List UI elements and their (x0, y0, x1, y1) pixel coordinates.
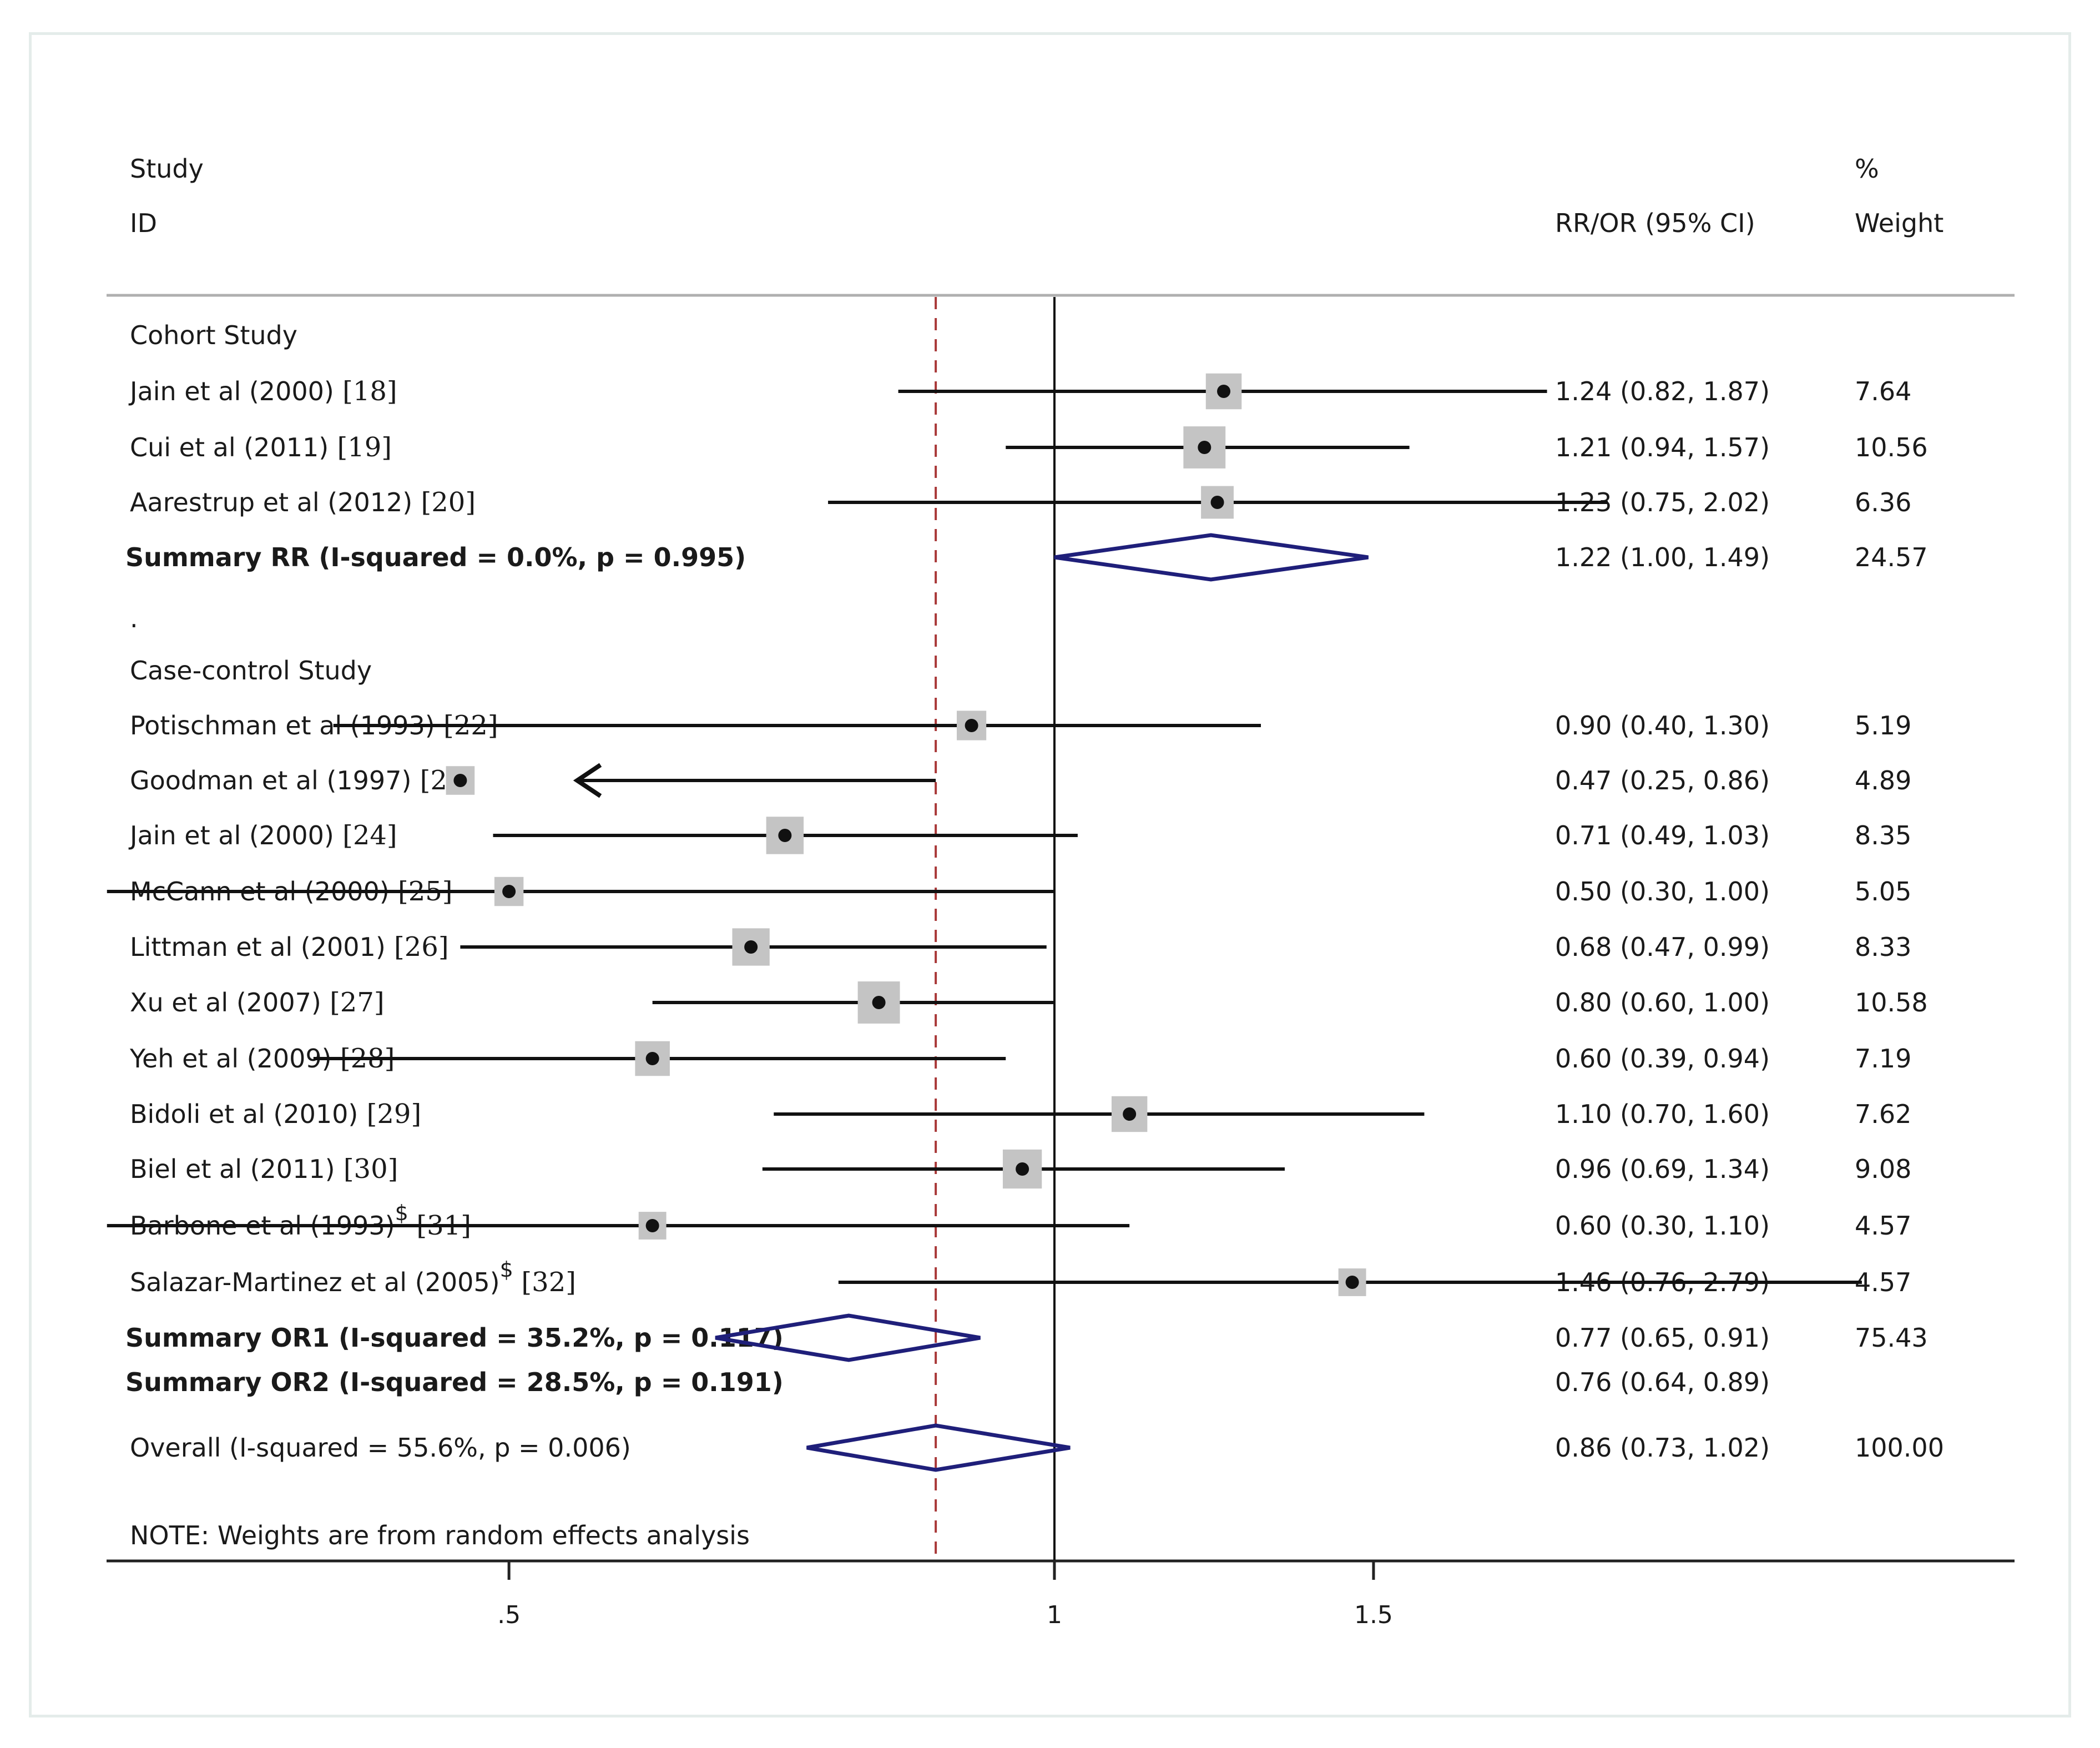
point-estimate (645, 1219, 659, 1232)
study-label: Barbone et al (1993)$ [31] (130, 1201, 471, 1241)
point-estimate (645, 1052, 659, 1065)
figure-frame (29, 32, 2071, 1717)
estimate-ci-text: 0.71 (0.49, 1.03) (1555, 820, 1770, 850)
summary-label: Summary OR1 (I-squared = 35.2%, p = 0.11… (125, 1323, 784, 1353)
estimate-ci-text: 0.76 (0.64, 0.89) (1555, 1367, 1770, 1397)
estimate-ci-text: 1.22 (1.00, 1.49) (1555, 542, 1770, 572)
overall-label: Overall (I-squared = 55.6%, p = 0.006) (130, 1433, 631, 1463)
x-tick-label: .5 (497, 1601, 521, 1629)
point-estimate (965, 719, 978, 732)
header-estimate: RR/OR (95% CI) (1555, 208, 1755, 238)
study-label: Goodman et al (1997) [23] (130, 765, 474, 796)
weight-text: 7.62 (1855, 1099, 1911, 1129)
weight-text: 7.64 (1855, 376, 1911, 406)
point-estimate (744, 940, 758, 954)
point-estimate (1217, 385, 1231, 398)
summary-diamond (715, 1313, 981, 1362)
estimate-ci-text: 1.10 (0.70, 1.60) (1555, 1099, 1770, 1129)
study-label: Aarestrup et al (2012) [20] (130, 487, 476, 518)
x-tick-label: 1 (1047, 1601, 1062, 1629)
footnote: NOTE: Weights are from random effects an… (130, 1520, 750, 1550)
weight-text: 4.89 (1855, 765, 1911, 795)
ci-arrow-left (573, 763, 602, 798)
header-percent: % (1855, 154, 1879, 184)
estimate-ci-text: 0.47 (0.25, 0.86) (1555, 765, 1770, 795)
estimate-ci-text: 1.21 (0.94, 1.57) (1555, 432, 1770, 462)
weight-text: 7.19 (1855, 1044, 1911, 1074)
summary-diamond (1054, 533, 1369, 582)
point-estimate (1198, 441, 1211, 454)
estimate-ci-text: 0.50 (0.30, 1.00) (1555, 876, 1770, 906)
point-estimate (1123, 1107, 1137, 1121)
point-estimate (1016, 1162, 1029, 1176)
study-label: Biel et al (2011) [30] (130, 1153, 398, 1185)
group-label: Case-control Study (130, 656, 372, 686)
weight-text: 5.05 (1855, 876, 1911, 906)
estimate-ci-text: 0.86 (0.73, 1.02) (1555, 1433, 1770, 1463)
header-study: Study (130, 154, 204, 184)
study-label: Xu et al (2007) [27] (130, 987, 385, 1018)
point-estimate (1210, 496, 1224, 509)
point-estimate (502, 885, 516, 898)
point-estimate (1345, 1276, 1359, 1289)
summary-label: Summary RR (I-squared = 0.0%, p = 0.995) (125, 542, 746, 572)
study-label: Littman et al (2001) [26] (130, 931, 449, 963)
estimate-ci-text: 0.68 (0.47, 0.99) (1555, 932, 1770, 962)
estimate-ci-text: 0.60 (0.30, 1.10) (1555, 1211, 1770, 1241)
estimate-ci-text: 0.77 (0.65, 0.91) (1555, 1323, 1770, 1353)
estimate-ci-text: 0.96 (0.69, 1.34) (1555, 1154, 1770, 1184)
estimate-ci-text: 0.80 (0.60, 1.00) (1555, 988, 1770, 1017)
reference-lines (935, 297, 1056, 1560)
header-weight: Weight (1855, 208, 1943, 238)
study-label: Salazar-Martinez et al (2005)$ [32] (130, 1257, 576, 1298)
study-label: Jain et al (2000) [18] (128, 376, 397, 407)
summary-label: Summary OR2 (I-squared = 28.5%, p = 0.19… (125, 1367, 784, 1397)
study-label: Cui et al (2011) [19] (130, 432, 392, 463)
study-label: Jain et al (2000) [24] (128, 820, 397, 851)
overall-diamond (806, 1423, 1071, 1472)
weight-text: 100.00 (1855, 1433, 1944, 1463)
weight-text: 75.43 (1855, 1323, 1928, 1353)
header-id: ID (130, 208, 157, 238)
x-axis-ticks: .5 1 1.5 (497, 1561, 1393, 1629)
group-label: Cohort Study (130, 320, 297, 350)
weight-text: 4.57 (1855, 1267, 1911, 1297)
weight-text: 5.19 (1855, 711, 1911, 740)
weight-text: 8.33 (1855, 932, 1911, 962)
x-tick-label: 1.5 (1354, 1601, 1393, 1629)
point-estimate (872, 996, 886, 1009)
point-estimate (778, 829, 792, 842)
estimate-ci-text: 0.90 (0.40, 1.30) (1555, 711, 1770, 740)
weight-text: 10.56 (1855, 432, 1928, 462)
spacer-dot: . (130, 603, 138, 633)
study-label: Bidoli et al (2010) [29] (130, 1099, 421, 1130)
weight-text: 10.58 (1855, 988, 1928, 1017)
weight-text: 24.57 (1855, 542, 1928, 572)
weight-text: 9.08 (1855, 1154, 1911, 1184)
weight-text: 4.57 (1855, 1211, 1911, 1241)
plot-rows: Cohort Study Jain et al (2000) [18] 1.24 (… (107, 320, 1944, 1472)
estimate-ci-text: 1.24 (0.82, 1.87) (1555, 376, 1770, 406)
weight-text: 6.36 (1855, 487, 1911, 517)
estimate-ci-text: 0.60 (0.39, 0.94) (1555, 1044, 1770, 1074)
point-estimate (453, 774, 467, 787)
weight-text: 8.35 (1855, 820, 1911, 850)
